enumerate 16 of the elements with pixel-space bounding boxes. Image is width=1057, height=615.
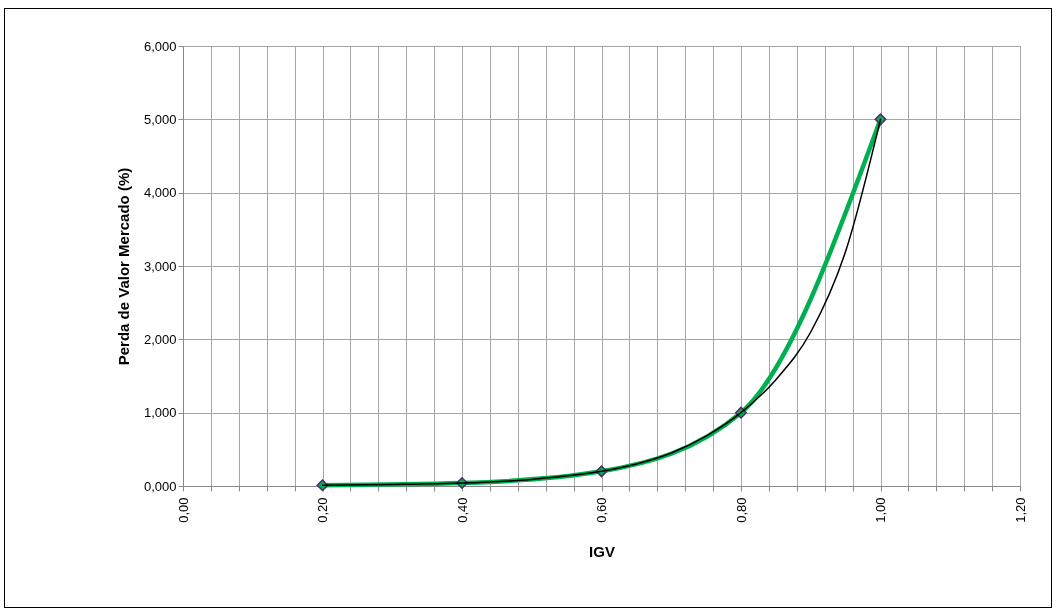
x-tick-label: 0,40	[454, 497, 470, 523]
y-tick-label: 2,000	[143, 331, 177, 347]
x-tick-label: 0,00	[175, 497, 191, 523]
x-tick-label: 1,20	[1012, 497, 1028, 523]
x-tick-label: 0,20	[315, 497, 330, 523]
y-tick-label: 1,000	[143, 405, 177, 421]
x-axis-title: IGV	[589, 542, 615, 560]
x-tick-label: 1,00	[873, 497, 888, 523]
y-tick-label: 3,000	[143, 258, 177, 274]
y-tick-label: 0,000	[143, 478, 177, 494]
y-tick-label: 4,000	[143, 185, 177, 201]
x-tick-label: 0,60	[594, 497, 609, 523]
y-tick-label: 6,000	[143, 38, 177, 54]
y-tick-label: 5,000	[143, 111, 177, 127]
x-tick-label: 0,80	[733, 497, 749, 523]
y-axis-title: Perda de Valor Mercado (%)	[114, 167, 132, 366]
